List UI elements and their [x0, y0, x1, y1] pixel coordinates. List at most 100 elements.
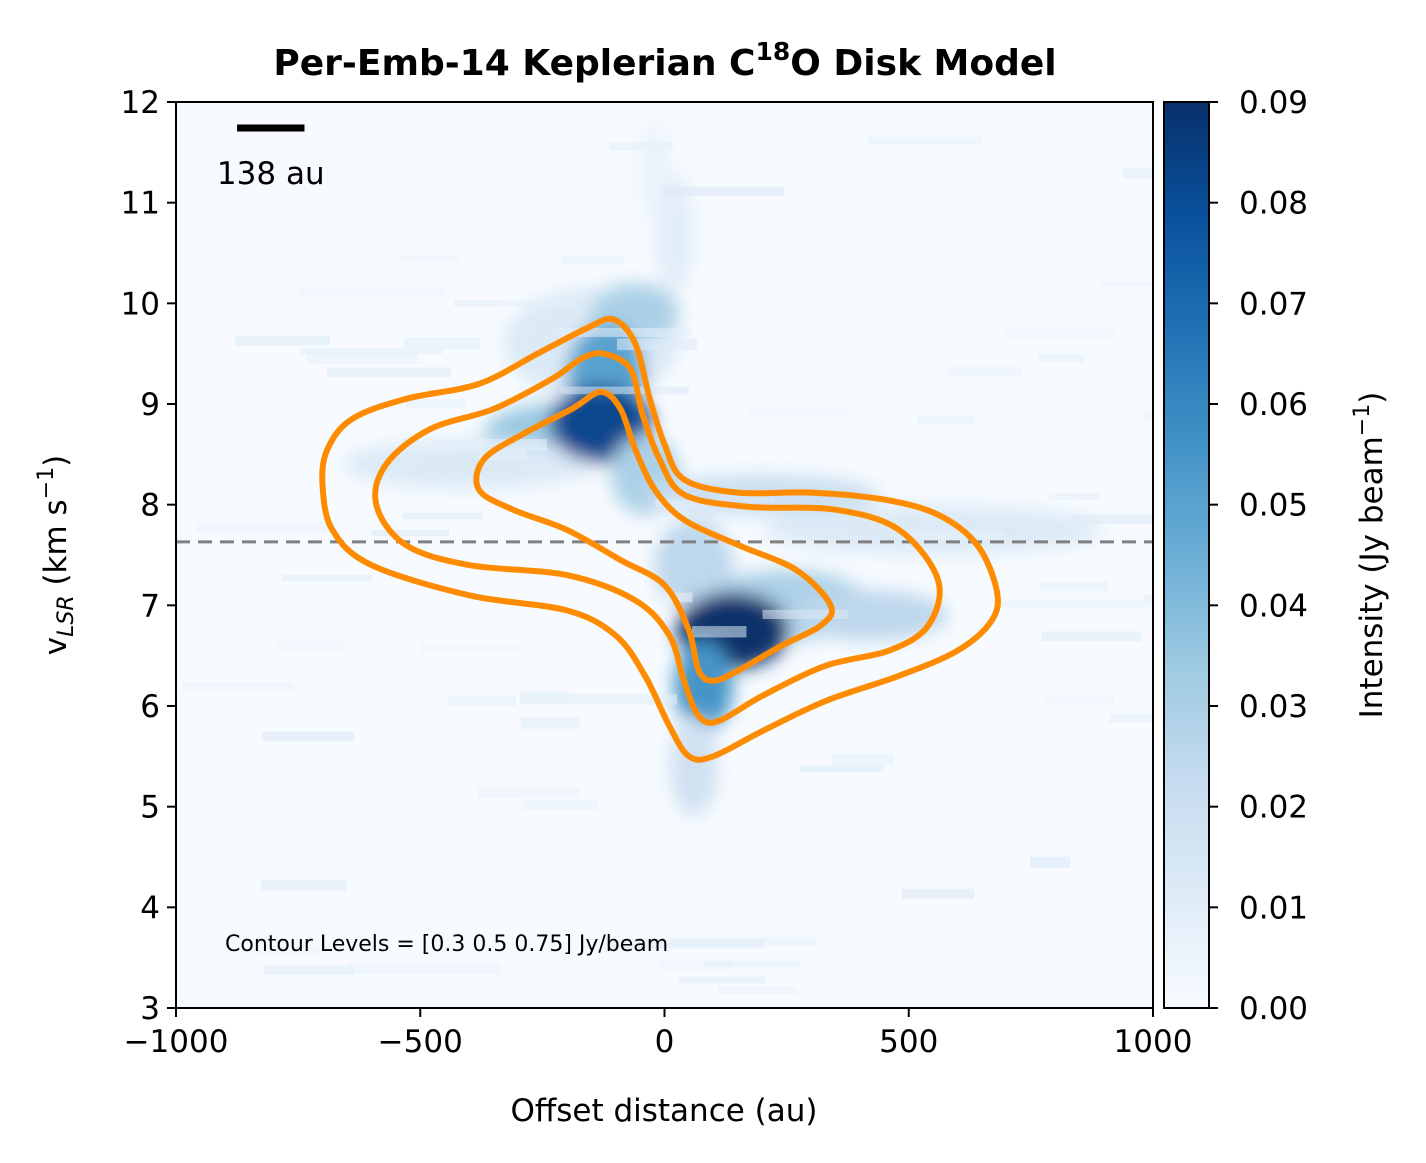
- noise-streak: [948, 366, 1022, 377]
- noise-streak: [278, 641, 346, 650]
- noise-streak: [901, 888, 975, 900]
- noise-streak: [235, 336, 330, 346]
- x-tick-label: 0: [655, 1024, 675, 1060]
- noise-streak: [182, 682, 294, 691]
- x-tick-label: −1000: [124, 1024, 229, 1060]
- noise-streak: [719, 494, 775, 503]
- noise-streak: [262, 731, 355, 742]
- y-axis: 3 4 5 6 7 8 9 10 11 12: [121, 85, 176, 1027]
- y-tick-label: 9: [140, 387, 160, 423]
- noise-streak: [371, 529, 450, 537]
- noise-streak: [1143, 411, 1153, 422]
- noise-streak: [902, 530, 1006, 540]
- scale-bar-label: 138 au: [217, 156, 325, 192]
- colorbar-tick-label: 0.02: [1239, 790, 1308, 826]
- noise-streak: [1079, 600, 1153, 610]
- colorbar-tick-label: 0.00: [1239, 991, 1308, 1027]
- noise-streak: [1069, 514, 1153, 524]
- noise-streak: [610, 142, 673, 151]
- y-tick-label: 6: [140, 689, 160, 725]
- noise-streak: [1043, 695, 1114, 704]
- noise-streak: [762, 609, 848, 620]
- noise-streak: [703, 960, 800, 968]
- noise-streak: [562, 255, 624, 264]
- x-tick-label: 1000: [1114, 1024, 1193, 1060]
- noise-streak: [256, 946, 320, 954]
- noise-streak: [298, 289, 446, 297]
- noise-streak: [868, 136, 982, 145]
- noise-streak: [306, 352, 418, 364]
- noise-streak: [658, 960, 733, 970]
- noise-streak: [1049, 493, 1100, 500]
- noise-streak: [520, 717, 580, 729]
- y-axis-label: vLSR (km s−1): [34, 455, 79, 656]
- colorbar-tick-label: 0.01: [1239, 890, 1308, 926]
- noise-streak: [1109, 713, 1153, 723]
- colorbar-tick-label: 0.09: [1239, 85, 1308, 121]
- colorbar-tick-label: 0.05: [1239, 488, 1308, 524]
- noise-streak: [400, 439, 548, 451]
- chart-title: Per-Emb-14 Keplerian C18O Disk Model: [273, 37, 1056, 84]
- y-tick-label: 12: [121, 85, 160, 121]
- colorbar-tick-label: 0.06: [1239, 387, 1308, 423]
- x-tick-label: 500: [879, 1024, 938, 1060]
- noise-streak: [1030, 856, 1071, 868]
- y-tick-label: 7: [140, 588, 160, 624]
- noise-streak: [420, 643, 523, 652]
- noise-streak: [196, 521, 337, 533]
- x-axis-label: Offset distance (au): [510, 1093, 817, 1129]
- noise-streak: [560, 386, 689, 395]
- contour-0.75: [473, 388, 835, 684]
- noise-streak: [800, 765, 884, 772]
- noise-streak: [748, 409, 848, 416]
- y-tick-label: 10: [121, 286, 160, 322]
- x-tick-label: −500: [378, 1024, 463, 1060]
- noise-streak: [1039, 581, 1109, 592]
- noise-streak: [448, 695, 517, 706]
- contour-0.3: [319, 315, 1001, 763]
- y-tick-label: 8: [140, 488, 160, 524]
- noise-streak: [477, 788, 581, 798]
- noise-streak: [663, 186, 785, 196]
- noise-streak: [1041, 631, 1142, 642]
- contour-0.5: [372, 350, 943, 726]
- noise-streak: [403, 337, 481, 350]
- noise-streak: [261, 879, 347, 892]
- plot-area: 138 au Contour Levels = [0.3 0.5 0.75] J…: [176, 102, 1153, 1008]
- noise-streak: [282, 574, 373, 581]
- emission-blob: [640, 122, 670, 223]
- noise-streak: [1004, 327, 1114, 340]
- y-tick-label: 11: [121, 186, 160, 222]
- noise-streak: [832, 753, 893, 766]
- noise-streak: [403, 512, 483, 520]
- noise-streak: [917, 416, 974, 424]
- y-tick-label: 5: [140, 790, 160, 826]
- noise-streak: [523, 799, 600, 811]
- noise-streak: [348, 962, 501, 975]
- contour-levels-annotation: Contour Levels = [0.3 0.5 0.75] Jy/beam: [225, 932, 668, 957]
- contours: [319, 315, 1001, 763]
- noise-streak: [1122, 168, 1153, 179]
- noise-streak: [655, 499, 709, 508]
- x-axis: −1000 −500 0 500 1000: [124, 1008, 1193, 1060]
- noise-streak: [400, 255, 461, 262]
- noise-streak: [691, 626, 747, 638]
- noise-streak: [300, 347, 443, 355]
- noise-streak: [1143, 594, 1153, 605]
- colorbar-label: Intensity (Jy beam−1): [1350, 392, 1390, 719]
- noise-streak: [519, 693, 677, 705]
- emission-blob: [342, 439, 597, 490]
- noise-streak: [1038, 354, 1085, 363]
- colorbar-axis: 0.00 0.01 0.02 0.03 0.04 0.05 0.06 0.07 0.08 0.09: [1209, 85, 1308, 1027]
- colorbar: [1163, 101, 1210, 1009]
- noise-streak: [478, 450, 527, 461]
- noise-streak: [717, 986, 797, 995]
- y-tick-label: 4: [140, 890, 160, 926]
- colorbar-tick-label: 0.08: [1239, 186, 1308, 222]
- noise-streak: [326, 367, 451, 378]
- emission-blob: [669, 716, 719, 817]
- emission-blob: [674, 640, 733, 732]
- noise-streak: [678, 976, 766, 984]
- colorbar-tick-label: 0.04: [1239, 588, 1308, 624]
